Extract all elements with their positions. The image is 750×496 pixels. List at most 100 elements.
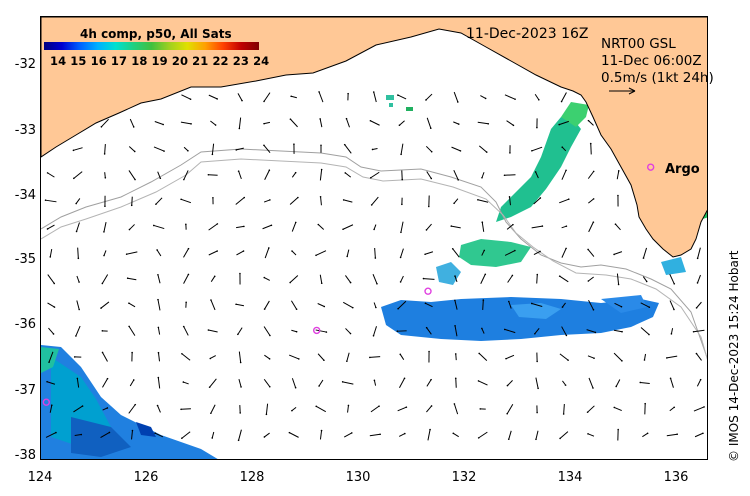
current-arrow bbox=[129, 379, 135, 387]
map-canvas[interactable] bbox=[41, 17, 708, 460]
current-arrow-tail bbox=[270, 224, 273, 227]
current-arrow-tail bbox=[128, 228, 131, 231]
current-arrow-tail bbox=[621, 330, 623, 333]
current-arrow-tail bbox=[263, 144, 265, 147]
current-arrow-tail bbox=[265, 413, 268, 416]
current-arrow-tail bbox=[403, 377, 406, 380]
current-arrow-tail bbox=[508, 196, 511, 198]
y-tick-label: -35 bbox=[14, 252, 36, 267]
current-arrow-tail bbox=[291, 250, 293, 252]
colorbar-title: 4h comp, p50, All Sats bbox=[80, 27, 232, 41]
current-arrow bbox=[75, 325, 81, 337]
argo-float-marker[interactable] bbox=[646, 163, 655, 171]
current-arrow bbox=[76, 300, 80, 310]
current-arrow-tail bbox=[400, 153, 402, 156]
argo-float-marker[interactable] bbox=[312, 326, 321, 335]
current-arrow bbox=[559, 120, 569, 126]
current-arrow bbox=[45, 432, 57, 438]
current-arrow bbox=[346, 249, 350, 257]
current-arrow-tail bbox=[617, 170, 620, 172]
current-arrow-tail bbox=[268, 385, 271, 388]
current-arrow-tail bbox=[673, 308, 675, 311]
current-arrow-tail bbox=[76, 377, 79, 380]
current-arrow bbox=[346, 352, 350, 362]
x-tick-label: 132 bbox=[451, 470, 477, 485]
current-arrow-tail bbox=[128, 302, 130, 304]
current-arrow bbox=[400, 248, 404, 258]
current-arrow bbox=[536, 274, 538, 284]
current-arrow-tail bbox=[106, 377, 109, 380]
current-arrow bbox=[613, 251, 623, 255]
current-arrow-tail bbox=[210, 299, 212, 301]
current-arrow bbox=[238, 351, 242, 363]
current-arrow bbox=[345, 275, 351, 283]
current-arrow-tail bbox=[425, 326, 428, 329]
current-arrow bbox=[504, 174, 516, 176]
current-arrow bbox=[373, 326, 377, 336]
current-arrow bbox=[693, 406, 705, 412]
current-arrow bbox=[561, 248, 567, 258]
current-arrow-tail bbox=[131, 351, 133, 354]
current-arrow-tail bbox=[213, 275, 216, 278]
current-arrow-tail bbox=[185, 301, 187, 304]
current-arrow-tail bbox=[154, 432, 156, 434]
current-arrow-tail bbox=[370, 204, 373, 206]
current-arrow-tail bbox=[152, 224, 155, 227]
current-arrow bbox=[559, 275, 569, 283]
current-arrow bbox=[453, 403, 459, 415]
current-arrow-tail bbox=[374, 257, 377, 259]
current-arrow-tail bbox=[534, 171, 537, 173]
current-arrow bbox=[343, 199, 353, 203]
current-arrow bbox=[587, 249, 595, 257]
australia-landmass bbox=[41, 17, 707, 258]
current-arrow-tail bbox=[695, 352, 698, 355]
current-arrow-tail bbox=[180, 408, 182, 411]
current-arrow-tail bbox=[350, 432, 353, 434]
current-arrow-tail bbox=[216, 98, 218, 100]
current-arrow bbox=[129, 224, 135, 230]
current-arrow-tail bbox=[369, 176, 372, 179]
current-arrow bbox=[291, 329, 297, 333]
current-arrow-tail bbox=[155, 203, 157, 205]
argo-label: Argo bbox=[665, 162, 700, 177]
current-arrow-tail bbox=[376, 282, 378, 285]
current-arrow bbox=[588, 120, 594, 126]
current-arrow bbox=[183, 170, 189, 180]
current-arrow bbox=[318, 379, 324, 387]
current-arrow-tail bbox=[538, 98, 540, 101]
argo-float-marker[interactable] bbox=[424, 287, 432, 295]
current-arrow bbox=[183, 381, 189, 385]
current-arrow-tail bbox=[163, 150, 165, 152]
current-arrow-tail bbox=[372, 334, 375, 337]
argo-floats[interactable] bbox=[42, 163, 655, 406]
current-arrow bbox=[586, 329, 596, 333]
current-arrow bbox=[426, 171, 432, 179]
current-arrow bbox=[562, 302, 566, 308]
current-arrow-tail bbox=[290, 95, 292, 98]
current-arrow-tail bbox=[318, 385, 320, 387]
current-arrow bbox=[642, 247, 648, 259]
current-arrow-tail bbox=[289, 118, 292, 120]
current-arrow bbox=[157, 299, 161, 311]
current-arrow-tail bbox=[459, 150, 462, 152]
current-arrow bbox=[482, 300, 484, 310]
current-arrow-tail bbox=[347, 404, 350, 407]
current-arrow bbox=[373, 91, 377, 103]
current-arrow bbox=[48, 327, 54, 335]
argo-float-marker[interactable] bbox=[42, 398, 51, 406]
current-arrow bbox=[397, 406, 407, 412]
current-arrow-tail bbox=[346, 255, 348, 258]
current-arrow bbox=[236, 225, 244, 229]
current-arrow-tail bbox=[457, 101, 459, 103]
map-frame[interactable] bbox=[40, 16, 708, 460]
sst-patch-north-green bbox=[496, 117, 581, 222]
current-arrow bbox=[697, 274, 701, 284]
current-arrow-tail bbox=[643, 359, 646, 361]
current-arrow-tail bbox=[666, 357, 668, 359]
current-arrow-tail bbox=[46, 228, 49, 230]
current-arrow bbox=[696, 379, 702, 387]
current-arrow bbox=[210, 404, 216, 414]
current-arrow-tail bbox=[477, 198, 479, 201]
current-arrow-tail bbox=[481, 176, 483, 179]
current-arrow bbox=[319, 274, 323, 284]
